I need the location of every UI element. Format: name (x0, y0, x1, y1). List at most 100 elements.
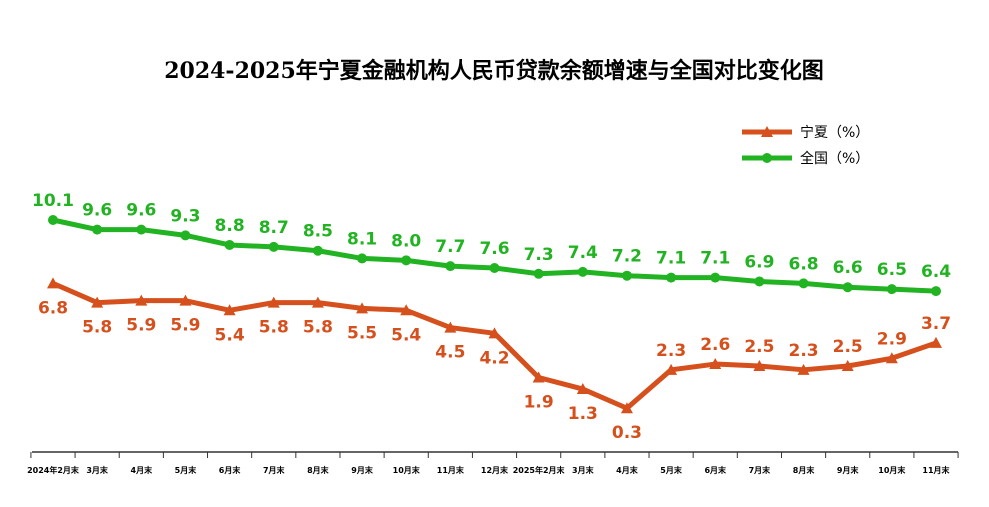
data-point (136, 224, 147, 235)
data-point (135, 294, 148, 306)
value-label: 9.6 (82, 201, 112, 221)
value-label: 8.1 (347, 229, 377, 249)
value-label: 10.1 (32, 191, 74, 211)
x-tick-label: 12月末 (481, 465, 508, 475)
value-label: 8.5 (303, 222, 333, 242)
x-tick-label: 9月末 (351, 465, 373, 475)
value-label: 0.3 (612, 423, 642, 443)
x-tick-label: 11月末 (922, 465, 949, 475)
value-label: 7.7 (435, 237, 465, 257)
x-tick-label: 9月末 (837, 465, 859, 475)
value-label: 5.8 (259, 318, 289, 338)
chart-title: 2024-2025年宁夏金融机构人民币贷款余额增速与全国对比变化图 (164, 58, 824, 84)
data-point (47, 277, 59, 289)
data-point (445, 261, 456, 272)
x-tick-label: 3月末 (86, 465, 108, 475)
x-tick-label: 2024年2月末 (27, 465, 79, 475)
data-point (709, 358, 722, 370)
data-point (92, 224, 103, 235)
value-label: 2.5 (744, 337, 774, 357)
legend-label: 全国（%） (800, 150, 869, 167)
data-point (665, 363, 678, 375)
data-point (753, 359, 766, 371)
value-label: 2.3 (656, 341, 686, 361)
value-label: 7.4 (568, 243, 598, 263)
x-tick-label: 10月末 (878, 465, 905, 475)
value-label: 5.9 (126, 316, 156, 336)
x-tick-label: 8月末 (307, 465, 329, 475)
value-label: 6.8 (38, 298, 68, 318)
value-label: 4.5 (435, 343, 465, 363)
data-point (577, 266, 588, 277)
legend-label: 宁夏（%） (800, 124, 869, 141)
data-point (179, 294, 192, 306)
data-point (533, 268, 544, 279)
data-point (224, 239, 235, 250)
data-point (48, 215, 58, 225)
data-point (312, 245, 323, 256)
value-label: 8.7 (259, 218, 289, 238)
data-point (885, 352, 898, 364)
value-label: 1.9 (524, 393, 554, 413)
data-point (180, 230, 191, 241)
legend-marker (762, 153, 772, 163)
x-tick-label: 10月末 (393, 465, 420, 475)
value-label: 6.8 (788, 254, 818, 274)
data-point (400, 304, 413, 316)
x-tick-label: 3月末 (572, 465, 594, 475)
data-point (223, 304, 236, 316)
data-point (576, 383, 589, 395)
value-label: 5.4 (391, 325, 421, 345)
value-label: 6.5 (877, 260, 907, 280)
data-point (621, 270, 632, 281)
data-point (620, 402, 633, 414)
value-label: 9.3 (170, 206, 200, 226)
data-point (842, 282, 853, 293)
value-label: 8.8 (215, 216, 245, 236)
data-point (532, 371, 545, 383)
data-point (797, 363, 810, 375)
x-tick-label: 8月末 (793, 465, 815, 475)
value-label: 7.1 (656, 249, 686, 269)
legend-marker (761, 126, 773, 137)
x-tick-label: 2025年2月末 (513, 465, 565, 475)
value-label: 6.6 (833, 258, 863, 278)
data-point (356, 302, 369, 314)
value-label: 5.9 (170, 316, 200, 336)
data-point (91, 296, 104, 308)
x-tick-label: 6月末 (219, 465, 241, 475)
x-tick-label: 6月末 (704, 465, 726, 475)
data-point (754, 276, 765, 287)
x-tick-label: 5月末 (175, 465, 197, 475)
value-label: 7.3 (524, 245, 554, 265)
data-point (930, 336, 942, 348)
data-point (357, 253, 368, 264)
value-label: 5.8 (82, 318, 112, 338)
value-label: 2.9 (877, 329, 907, 349)
value-label: 2.5 (833, 337, 863, 357)
value-label: 5.8 (303, 318, 333, 338)
value-label: 6.9 (744, 252, 774, 272)
value-label: 9.6 (126, 201, 156, 221)
data-point (267, 296, 280, 308)
x-tick-label: 11月末 (437, 465, 464, 475)
x-tick-label: 7月末 (749, 465, 771, 475)
data-point (489, 263, 500, 274)
value-label: 3.7 (921, 314, 951, 334)
x-tick-label: 4月末 (131, 465, 153, 475)
value-label: 2.6 (700, 335, 730, 355)
value-label: 5.4 (215, 325, 245, 345)
data-point (401, 255, 412, 266)
data-point (710, 272, 721, 283)
x-tick-label: 4月末 (616, 465, 638, 475)
data-point (886, 284, 897, 295)
data-point (841, 359, 854, 371)
data-point (798, 278, 809, 289)
data-point (931, 286, 941, 297)
x-tick-label: 7月末 (263, 465, 285, 475)
data-point (311, 296, 324, 308)
value-label: 5.5 (347, 323, 377, 343)
data-point (488, 327, 501, 339)
data-point (444, 321, 457, 333)
